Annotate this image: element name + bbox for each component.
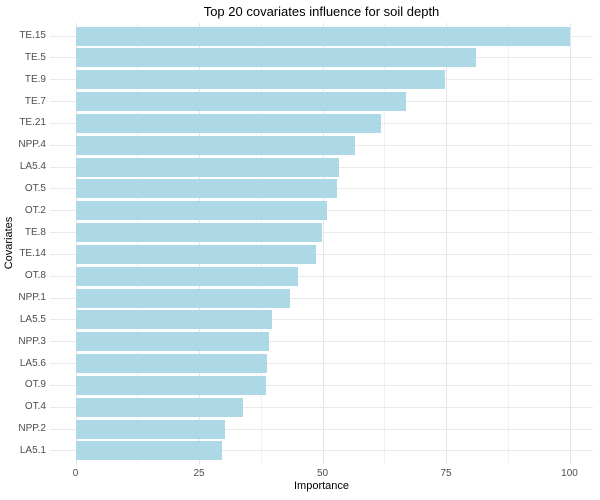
major-gridline-horizontal	[50, 319, 593, 321]
y-tick-label: NPP.2	[18, 423, 46, 435]
minor-gridline-vertical	[384, 23, 386, 464]
bar	[75, 441, 222, 461]
y-tick-label: NPP.3	[18, 335, 46, 347]
y-tick-label: LA5.6	[19, 357, 46, 369]
bar	[75, 310, 273, 330]
bar	[75, 26, 570, 46]
bar	[75, 419, 226, 439]
y-tick-label: NPP.4	[18, 139, 46, 151]
y-tick-label: TE.14	[19, 248, 46, 260]
y-tick-label: OT.8	[24, 270, 46, 282]
major-gridline-horizontal	[50, 253, 593, 255]
major-gridline-vertical	[446, 23, 447, 464]
bar	[75, 201, 327, 221]
major-gridline-horizontal	[50, 363, 593, 365]
x-tick-label: 100	[561, 468, 578, 479]
y-tick-label: OT.4	[24, 401, 46, 413]
bar	[75, 332, 270, 352]
y-tick-label: LA5.1	[19, 444, 46, 456]
bar	[75, 266, 298, 286]
major-gridline-horizontal	[50, 406, 593, 408]
bar	[75, 223, 322, 243]
y-tick-label: LA5.4	[19, 161, 46, 173]
y-tick-label: TE.9	[24, 73, 46, 85]
bar	[75, 135, 355, 155]
y-tick-label: TE.21	[19, 117, 46, 129]
major-gridline-vertical	[569, 23, 571, 464]
bar	[75, 244, 317, 264]
bar	[75, 288, 290, 308]
bar	[75, 179, 337, 199]
major-gridline-horizontal	[50, 275, 593, 277]
major-gridline-horizontal	[50, 297, 593, 299]
x-tick-label: 25	[193, 468, 205, 479]
major-gridline-vertical	[75, 23, 77, 464]
y-tick-label: OT.9	[24, 379, 46, 391]
x-tick-label: 75	[440, 468, 452, 479]
major-gridline-vertical	[322, 23, 324, 464]
bar	[75, 113, 381, 133]
minor-gridline-vertical	[260, 23, 262, 464]
bar	[75, 375, 267, 395]
major-gridline-horizontal	[50, 450, 593, 452]
major-gridline-vertical	[199, 23, 200, 464]
major-gridline-horizontal	[50, 384, 593, 386]
bar	[75, 48, 476, 68]
y-tick-label: TE.15	[19, 30, 46, 42]
major-gridline-horizontal	[50, 428, 593, 430]
y-tick-label: TE.5	[24, 51, 46, 63]
bar	[75, 354, 268, 374]
y-tick-label: TE.8	[24, 226, 46, 238]
y-tick-label: LA5.5	[19, 313, 46, 325]
bar	[75, 70, 445, 90]
y-tick-label: OT.5	[24, 182, 46, 194]
chart-title: Top 20 covariates influence for soil dep…	[203, 4, 440, 19]
major-gridline-horizontal	[50, 341, 593, 343]
y-tick-label: TE.7	[24, 95, 46, 107]
minor-gridline-vertical	[137, 23, 139, 464]
bar	[75, 397, 243, 417]
bar	[75, 157, 339, 177]
x-axis-title: Importance	[293, 480, 350, 492]
y-axis-title: Covariates	[3, 216, 15, 270]
minor-gridline-vertical	[507, 23, 509, 464]
y-tick-label: NPP.1	[18, 292, 46, 304]
y-tick-label: OT.2	[24, 204, 46, 216]
x-tick-label: 50	[316, 468, 329, 479]
plot-panel	[50, 23, 593, 464]
x-tick-label: 0	[72, 468, 79, 479]
bar	[75, 92, 406, 112]
